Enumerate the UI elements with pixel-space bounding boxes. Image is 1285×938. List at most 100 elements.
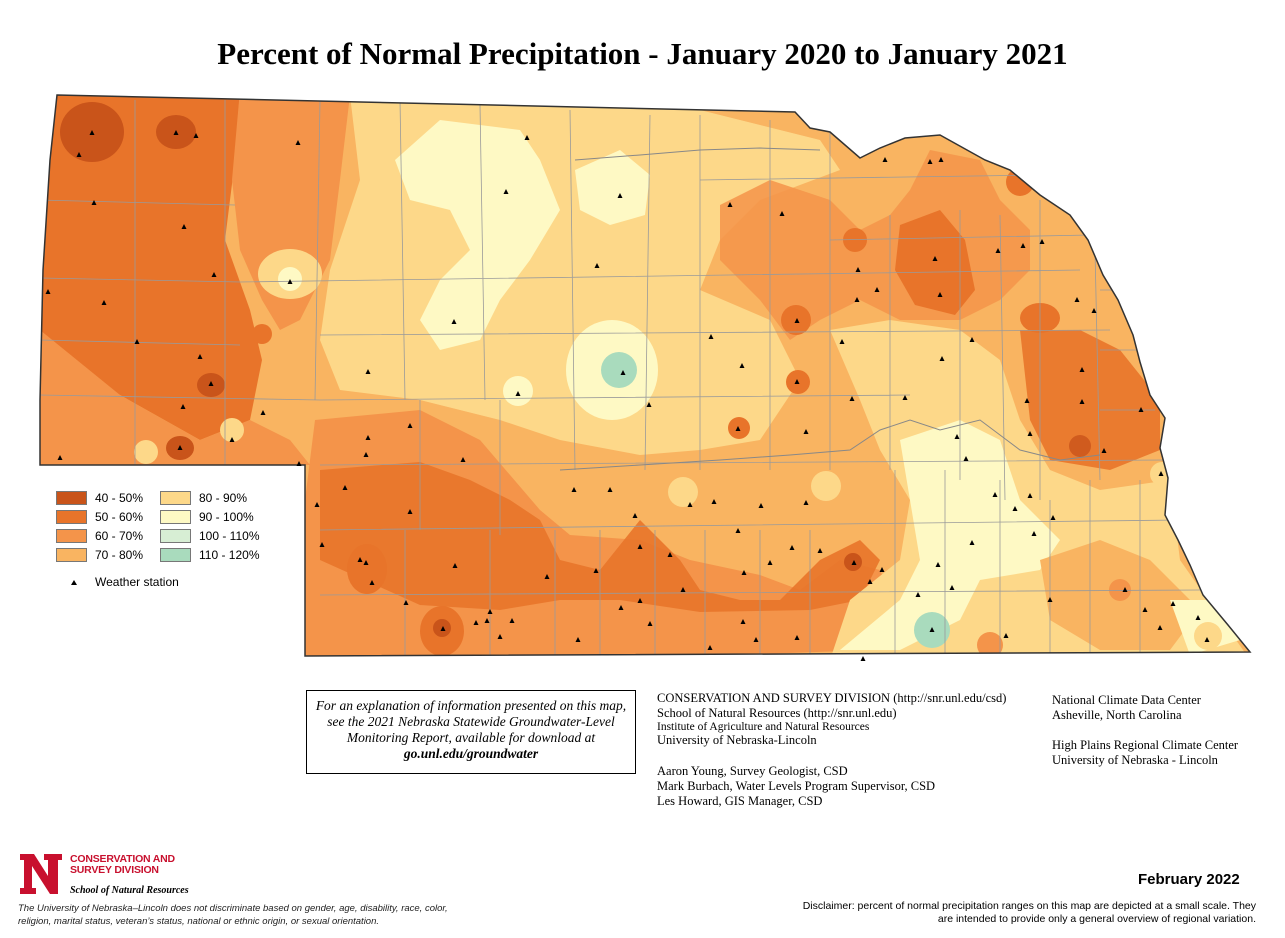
credit-person3: Les Howard, GIS Manager, CSD (657, 794, 823, 808)
credit-org2: School of Natural Resources (http://snr.… (657, 706, 897, 720)
weather-station-marker (1142, 607, 1148, 612)
weather-station-marker (637, 544, 643, 549)
platte-river (559, 419, 1101, 471)
weather-station-marker (211, 272, 217, 277)
zone-60-70-se4 (1109, 579, 1131, 601)
weather-station-marker (779, 211, 785, 216)
logo-line2: SURVEY DIVISION (70, 864, 159, 876)
weather-station-marker (544, 574, 550, 579)
zone-60-70-ne1 (843, 228, 867, 252)
weather-station-marker (452, 563, 458, 568)
zone-80-90-w3 (220, 418, 244, 442)
disclaimer: Disclaimer: percent of normal precipitat… (802, 900, 1256, 925)
weather-station-marker (1050, 515, 1056, 520)
weather-station-marker (874, 287, 880, 292)
logo-line1: CONSERVATION AND (70, 853, 175, 865)
weather-station-marker (451, 319, 457, 324)
weather-station-marker (193, 133, 199, 138)
weather-station-marker (1047, 597, 1053, 602)
weather-station-marker (708, 334, 714, 339)
weather-station-marker (935, 562, 941, 567)
report-link[interactable]: go.unl.edu/groundwater (403, 746, 539, 761)
weather-station-marker (927, 159, 933, 164)
weather-station-marker (1101, 448, 1107, 453)
zone-80-90-c4 (668, 477, 698, 507)
legend-swatch-110-120 (160, 548, 191, 562)
weather-station-marker (363, 452, 369, 457)
credits: CONSERVATION AND SURVEY DIVISION (http:/… (657, 691, 1006, 809)
weather-station-marker (1204, 637, 1210, 642)
weather-station-marker (915, 592, 921, 597)
source-3: High Plains Regional Climate Center (1052, 738, 1239, 752)
weather-station-marker (1031, 531, 1037, 536)
weather-station-marker (407, 509, 413, 514)
zone-50-60-south (320, 462, 880, 612)
zone-80-90-w4 (134, 440, 158, 464)
credit-org1: CONSERVATION AND SURVEY DIVISION (http:/… (657, 691, 1007, 705)
weather-station-marker (497, 634, 503, 639)
zone-80-90-se2 (1194, 622, 1222, 650)
weather-station-marker (939, 356, 945, 361)
weather-station-marker (882, 157, 888, 162)
county-boundaries (40, 99, 1201, 655)
weather-station-marker (932, 256, 938, 261)
weather-station-marker (509, 618, 515, 623)
legend-label: 70 - 80% (95, 548, 144, 562)
legend-swatch-80-90 (160, 491, 191, 505)
weather-station-marker (473, 620, 479, 625)
zone-60-70-east (1020, 330, 1160, 470)
weather-station-marker (995, 248, 1001, 253)
weather-station-marker (177, 445, 183, 450)
weather-station-marker (740, 619, 746, 624)
weather-station-marker (1039, 239, 1045, 244)
weather-station-marker (1122, 587, 1128, 592)
zone-100-110-mid (601, 352, 637, 388)
weather-station-marker (1027, 493, 1033, 498)
legend-swatch-40-50 (56, 491, 87, 505)
weather-station-marker (1079, 367, 1085, 372)
weather-station-marker (879, 567, 885, 572)
map-title: Percent of Normal Precipitation - Januar… (217, 36, 1068, 71)
weather-station-marker (735, 528, 741, 533)
weather-station-marker (296, 461, 302, 466)
weather-station-marker (803, 500, 809, 505)
weather-station-marker (949, 585, 955, 590)
weather-station-marker (1157, 625, 1163, 630)
weather-station-marker (524, 135, 530, 140)
source-1: National Climate Data Center (1052, 693, 1201, 707)
niobrara-river (574, 147, 821, 161)
weather-station-marker (849, 396, 855, 401)
data-sources: National Climate Data Center Asheville, … (1052, 693, 1238, 768)
weather-station-marker (45, 289, 51, 294)
legend-item-70-80: 70 - 80% (56, 547, 143, 563)
weather-station-marker (1138, 407, 1144, 412)
weather-station-marker (855, 267, 861, 272)
zone-50-60-northeast (895, 210, 975, 315)
zone-50-60-e1 (1069, 435, 1091, 457)
legend-swatch-100-110 (160, 529, 191, 543)
weather-station-marker (1170, 601, 1176, 606)
credit-org4: University of Nebraska-Lincoln (657, 733, 817, 747)
legend-swatch-70-80 (56, 548, 87, 562)
weather-station-marker (667, 552, 673, 557)
legend-label: 110 - 120% (199, 548, 260, 562)
weather-station-marker (319, 542, 325, 547)
info-text: For an explanation of information presen… (315, 698, 627, 745)
weather-station-marker (197, 354, 203, 359)
weather-station-marker (342, 485, 348, 490)
weather-station-marker (632, 513, 638, 518)
credit-person1: Aaron Young, Survey Geologist, CSD (657, 764, 848, 778)
weather-station-marker (314, 502, 320, 507)
weather-station-marker (101, 300, 107, 305)
weather-station-marker (794, 635, 800, 640)
weather-station-marker (594, 263, 600, 268)
weather-station-marker (287, 279, 293, 284)
zone-60-70-w5 (252, 324, 272, 344)
legend-item-station: Weather station (71, 575, 179, 589)
weather-station-marker (365, 369, 371, 374)
credit-person2: Mark Burbach, Water Levels Program Super… (657, 779, 936, 793)
weather-station-marker (902, 395, 908, 400)
weather-station-marker (173, 130, 179, 135)
legend-item-40-50: 40 - 50% (56, 490, 143, 506)
